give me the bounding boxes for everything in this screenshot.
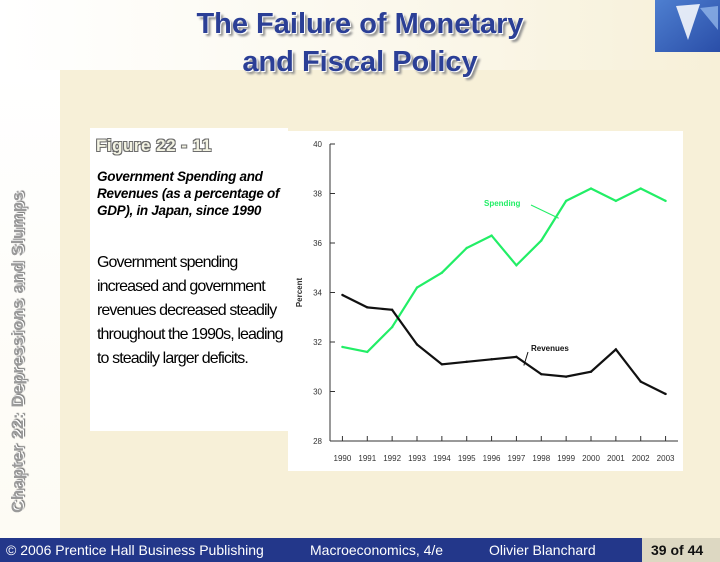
figure-caption: Government Spending and Revenues (as a p… [97,169,280,218]
series-line-spending [342,187,667,354]
y-tick-label: 36 [313,239,322,248]
series-label-revenues: Revenues [531,344,569,353]
data-point-spending [440,271,444,274]
figure-description: Government spending increased and govern… [97,254,284,367]
data-point-spending [415,286,419,289]
data-point-revenues [589,370,593,373]
x-tick-label: 1994 [433,454,451,463]
data-point-spending [614,199,618,203]
data-point-spending [564,199,568,203]
data-point-revenues [341,293,344,297]
footer-bar: © 2006 Prentice Hall Business Publishing… [0,538,720,562]
left-band [0,70,60,538]
data-point-spending [366,350,369,354]
x-tick-label: 1990 [334,454,352,463]
y-tick-label: 28 [313,437,322,446]
top-band [0,0,720,70]
x-tick-label: 1995 [458,454,476,463]
footer-book-title: Macroeconomics, 4/e [310,542,444,558]
x-tick-label: 2001 [607,454,625,463]
data-point-revenues [540,372,543,376]
series-label-leader-spending [530,204,559,219]
data-point-revenues [515,355,518,359]
data-point-spending [639,187,642,190]
figure-text-panel: Figure 22 - 11 Government Spending and R… [90,128,288,431]
data-point-spending [540,239,543,242]
data-point-revenues [639,380,642,383]
data-point-revenues [465,360,468,363]
y-tick-label: 30 [313,388,322,397]
y-axis-label: Percent [295,277,304,307]
data-point-spending [490,234,493,237]
series-label-spending: Spending [484,199,521,208]
x-tick-label: 1991 [358,454,376,463]
y-tick-label: 40 [313,140,322,149]
y-tick-label: 34 [313,289,322,298]
x-tick-label: 2003 [657,454,675,463]
data-point-spending [341,345,344,349]
slide-title-line-1: The Failure of Monetary [196,8,524,40]
x-tick-label: 1997 [508,454,526,463]
series-line-revenues [341,294,667,395]
x-tick-label: 1992 [383,454,401,463]
chapter-side-label: Chapter 22: Depressions and Slumps [8,191,27,513]
figure-label: Figure 22 - 11 [96,136,212,155]
footer-author: Olivier Blanchard [489,542,596,558]
series-label-leader-revenues [523,351,529,366]
data-point-revenues [440,363,444,366]
slide-title-line-2: and Fiscal Policy [242,46,478,78]
data-point-spending [664,199,667,203]
page-number: 39 of 44 [651,542,704,558]
data-point-revenues [614,348,618,351]
x-tick-label: 2000 [582,454,600,463]
data-point-revenues [390,308,394,312]
x-tick-label: 1999 [557,454,575,463]
page-number-box [642,538,720,562]
line-chart: 28 30 32 34 36 38 40 1990 1991 1992 1993 1994 1995 19… [295,140,678,463]
chart-panel: 28 30 32 34 36 38 40 1990 1991 1992 1993 1994 1995 19… [288,131,683,471]
corner-logo [655,0,720,52]
data-point-spending [589,187,593,190]
x-tick-label: 2002 [632,454,650,463]
y-tick-label: 38 [313,190,322,199]
x-tick-label: 1998 [532,454,550,463]
data-point-spending [390,325,394,329]
x-tick-label: 1993 [408,454,426,463]
y-tick-label: 32 [313,338,322,347]
x-tick-label: 1996 [483,454,501,463]
data-point-spending [515,264,518,267]
data-point-revenues [415,343,419,346]
data-point-revenues [366,306,369,309]
data-point-spending [465,246,468,250]
data-point-revenues [564,375,568,378]
footer-copyright: © 2006 Prentice Hall Business Publishing [6,542,264,558]
data-point-revenues [490,358,493,361]
data-point-revenues [664,392,667,396]
